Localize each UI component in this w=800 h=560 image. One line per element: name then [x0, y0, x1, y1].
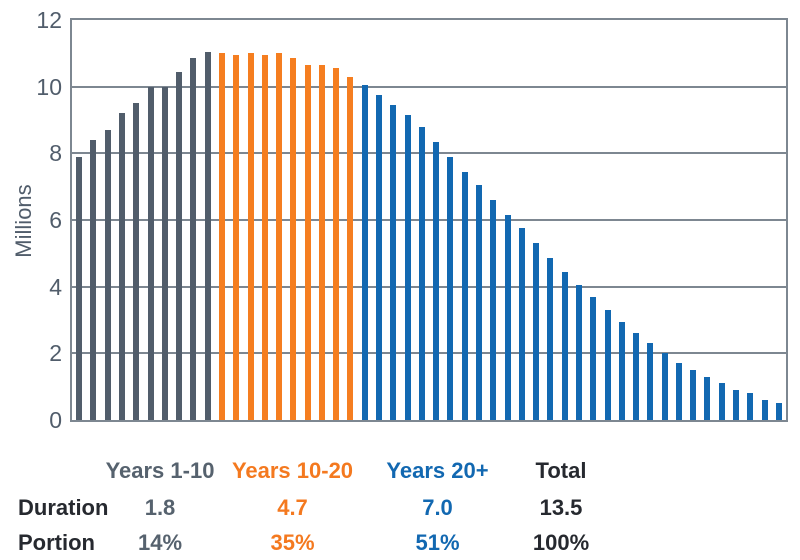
table-corner-cell: [0, 452, 105, 490]
table-column-header: Years 1-10: [105, 458, 215, 483]
chart-bar: [204, 51, 211, 420]
table-value-cell: 14%: [137, 529, 183, 555]
table-value-cell: 13.5: [539, 494, 583, 520]
table-value-cell: 51%: [415, 529, 460, 555]
chart-bar: [733, 390, 740, 420]
chart-bar: [347, 76, 354, 420]
chart-bar: [304, 65, 311, 420]
gridline-2: [72, 352, 786, 354]
chart-bar: [133, 103, 140, 420]
chart-bar: [547, 258, 554, 420]
chart-bar: [261, 55, 268, 420]
chart-bar: [290, 58, 297, 420]
chart-bar: [361, 85, 368, 420]
chart-bar: [518, 228, 525, 420]
chart-bar: [104, 130, 111, 420]
table-value-cell: 1.8: [144, 494, 176, 520]
chart-bar: [633, 333, 640, 420]
chart-bar: [390, 105, 397, 420]
table-column-header: Years 10-20: [231, 458, 354, 483]
chart-bar: [276, 53, 283, 420]
chart-bar: [418, 126, 425, 420]
y-tick-label-8: 8: [49, 140, 62, 167]
gridline-6: [72, 219, 786, 221]
table-value-cell: 7.0: [422, 494, 453, 520]
table-value-cell: 100%: [532, 529, 590, 555]
chart-bar: [618, 321, 625, 420]
chart-bar: [661, 353, 668, 420]
plot-area: [70, 18, 788, 422]
chart-bar: [747, 393, 754, 420]
chart-bar: [761, 400, 768, 420]
chart-bar: [647, 343, 654, 420]
chart-bar: [447, 156, 454, 420]
chart-bar: [718, 383, 725, 420]
table-row-label: Portion: [18, 529, 95, 555]
summary-table: Years 1-10 Years 10-20 Years 20+ Total Durat…: [0, 452, 620, 560]
y-tick-label-10: 10: [36, 73, 62, 100]
chart-bar: [176, 71, 183, 420]
table-column-header: Years 20+: [386, 458, 489, 483]
chart-bar: [90, 140, 97, 420]
chart-bar: [690, 370, 697, 420]
chart-bar: [490, 200, 497, 420]
chart-bar: [318, 65, 325, 420]
chart-bar: [604, 310, 611, 420]
chart-bar: [404, 115, 411, 420]
chart-bar: [504, 215, 511, 420]
y-tick-label-0: 0: [49, 407, 62, 433]
chart-bar: [461, 171, 468, 420]
gridline-4: [72, 286, 786, 288]
chart-bar: [675, 363, 682, 420]
table-value-cell: 4.7: [277, 494, 308, 520]
chart-bar: [775, 403, 782, 420]
gridline-8: [72, 152, 786, 154]
chart-bar: [118, 113, 125, 420]
gridline-10: [72, 86, 786, 88]
chart-bar: [190, 58, 197, 420]
chart-bar: [475, 185, 482, 420]
chart-bar: [704, 376, 711, 420]
y-tick-label-6: 6: [49, 207, 62, 233]
chart-bar: [561, 271, 568, 420]
y-tick-label-4: 4: [49, 273, 62, 300]
chart-bar: [590, 296, 597, 420]
y-tick-label-2: 2: [49, 340, 62, 367]
table-row-label: Duration: [18, 494, 109, 520]
table-column-header: Total: [535, 458, 587, 483]
chart-bar: [376, 95, 383, 420]
chart-bar: [76, 156, 83, 420]
chart-bar: [333, 68, 340, 420]
chart-bar: [147, 86, 154, 420]
chart-bar: [161, 86, 168, 420]
table-value-cell: 35%: [270, 529, 315, 555]
chart-bar: [218, 53, 225, 420]
chart-bar: [233, 55, 240, 420]
y-tick-label-12: 12: [36, 7, 62, 33]
chart-bar: [433, 141, 440, 420]
chart-bar: [533, 243, 540, 420]
chart-bar: [575, 285, 582, 420]
chart-bar: [247, 53, 254, 420]
